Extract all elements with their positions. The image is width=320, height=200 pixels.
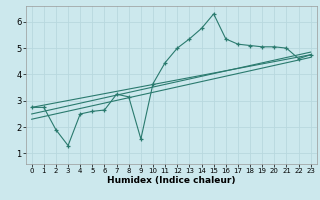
X-axis label: Humidex (Indice chaleur): Humidex (Indice chaleur): [107, 176, 236, 185]
